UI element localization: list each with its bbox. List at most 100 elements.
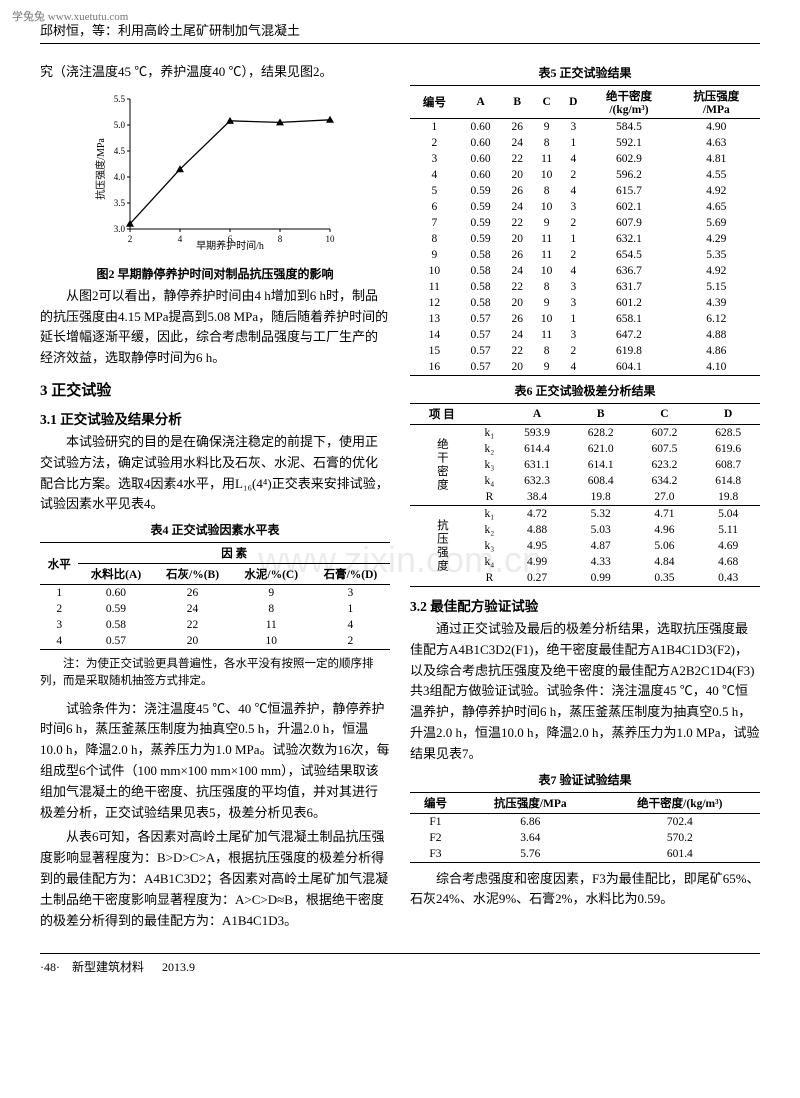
t6-cell: k₄: [474, 554, 506, 570]
t5-cell: 1: [561, 311, 585, 327]
t4-cell: 10: [232, 633, 311, 650]
t4-cell: 3: [40, 617, 78, 633]
t5-cell: 10: [410, 263, 459, 279]
t6-cell: k₁: [474, 506, 506, 523]
watermark-topleft: 学兔兔 www.xuetutu.com: [12, 8, 128, 24]
t6-cell: 0.99: [569, 570, 633, 587]
t6-cell: 4.87: [569, 538, 633, 554]
t6-cell: 4.84: [633, 554, 697, 570]
t5-cell: 0.58: [459, 247, 503, 263]
t5-col: B: [503, 86, 532, 119]
t5-cell: 0.57: [459, 343, 503, 359]
t5-cell: 2: [561, 343, 585, 359]
t4-cell: 2: [40, 601, 78, 617]
t5-cell: 4: [561, 359, 585, 376]
t5-cell: 6.12: [673, 311, 760, 327]
t5-cell: 3: [561, 327, 585, 343]
t5-cell: 4.29: [673, 231, 760, 247]
table-4-note: 注：为使正交试验更具普遍性，各水平没有按照一定的顺序排列，而是采取随机抽签方式排…: [40, 656, 390, 691]
t5-cell: 13: [410, 311, 459, 327]
t5-cell: 4: [561, 263, 585, 279]
t6-cell: 608.7: [696, 457, 760, 473]
table-5: 编号ABCD绝干密度/(kg/m³)抗压强度/MPa 10.602693584.…: [410, 85, 760, 376]
t5-cell: 601.2: [585, 295, 672, 311]
t5-cell: 0.59: [459, 215, 503, 231]
t5-cell: 2: [410, 135, 459, 151]
t6-cell: 5.32: [569, 506, 633, 523]
t4-cell: 2: [311, 633, 390, 650]
t5-cell: 1: [410, 119, 459, 136]
t5-cell: 4.92: [673, 263, 760, 279]
t6-cell: 621.0: [569, 441, 633, 457]
t5-cell: 2: [561, 215, 585, 231]
para-3-2-b: 综合考虑强度和密度因素，F3为最佳配比，即尾矿65%、石灰24%、水泥9%、石膏…: [410, 869, 760, 911]
t6-cell: 4.71: [633, 506, 697, 523]
t4-col: 水泥/%(C): [232, 564, 311, 585]
t5-cell: 592.1: [585, 135, 672, 151]
t5-cell: 15: [410, 343, 459, 359]
t6-cell: 19.8: [696, 489, 760, 506]
t6-cell: 5.04: [696, 506, 760, 523]
para-3-1-b: 试验条件为：浇注温度45 ℃、40 ℃恒温养护，静停养护时间6 h，蒸压釜蒸压制…: [40, 699, 390, 824]
t6-col: C: [633, 404, 697, 425]
svg-text:抗压强度/MPa: 抗压强度/MPa: [94, 137, 107, 199]
figure-2-chart: 3.03.54.04.55.05.5 246810 抗压强度/MPa 早期养护时…: [85, 89, 345, 259]
t6-cell: 631.1: [505, 457, 569, 473]
t5-cell: 8: [532, 135, 561, 151]
t6-cell: k₂: [474, 441, 506, 457]
t7-col: 抗压强度/MPa: [461, 792, 600, 813]
section-3-title: 3 正交试验: [40, 379, 390, 400]
table-6: 项 目ABCD 绝干密度k₁593.9628.2607.2628.5k₂614.…: [410, 403, 760, 587]
t4-col: 石膏/%(D): [311, 564, 390, 585]
t6-cell: 593.9: [505, 425, 569, 442]
t5-cell: 20: [503, 295, 532, 311]
t5-cell: 604.1: [585, 359, 672, 376]
t6-col: A: [505, 404, 569, 425]
section-3-1-title: 3.1 正交试验及结果分析: [40, 408, 390, 428]
t5-cell: 4.65: [673, 199, 760, 215]
t5-cell: 2: [561, 247, 585, 263]
running-head: 邱树恒，等：利用高岭土尾矿研制加气混凝土: [40, 20, 760, 44]
t6-col: 项 目: [410, 404, 474, 425]
t4-cell: 0.59: [78, 601, 153, 617]
t4-cell: 26: [153, 585, 231, 602]
t4-cell: 0.57: [78, 633, 153, 650]
t5-cell: 14: [410, 327, 459, 343]
t5-cell: 0.59: [459, 183, 503, 199]
svg-text:2: 2: [128, 234, 133, 244]
t6-cell: 614.1: [569, 457, 633, 473]
t5-cell: 0.59: [459, 199, 503, 215]
t6-cell: R: [474, 570, 506, 587]
t5-col: D: [561, 86, 585, 119]
t5-cell: 3: [410, 151, 459, 167]
t5-cell: 20: [503, 231, 532, 247]
t6-cell: 5.03: [569, 522, 633, 538]
t5-cell: 4: [410, 167, 459, 183]
t5-cell: 0.58: [459, 263, 503, 279]
t5-cell: 619.8: [585, 343, 672, 359]
t6-cell: 27.0: [633, 489, 697, 506]
t5-cell: 11: [410, 279, 459, 295]
t5-col: 绝干密度/(kg/m³): [585, 86, 672, 119]
t6-cell: 634.2: [633, 473, 697, 489]
t5-cell: 631.7: [585, 279, 672, 295]
t6-cell: 4.72: [505, 506, 569, 523]
t5-cell: 9: [532, 295, 561, 311]
t6-cell: 4.33: [569, 554, 633, 570]
t4-col: 水料比(A): [78, 564, 153, 585]
right-column: 表5 正交试验结果 编号ABCD绝干密度/(kg/m³)抗压强度/MPa 10.…: [410, 58, 760, 935]
t5-cell: 596.2: [585, 167, 672, 183]
t5-cell: 602.9: [585, 151, 672, 167]
t5-cell: 11: [532, 327, 561, 343]
t5-cell: 11: [532, 247, 561, 263]
t5-cell: 0.58: [459, 295, 503, 311]
t5-cell: 24: [503, 135, 532, 151]
t5-col: A: [459, 86, 503, 119]
t6-cell: k₃: [474, 457, 506, 473]
t5-cell: 26: [503, 247, 532, 263]
t7-cell: F2: [410, 830, 461, 846]
t6-cell: 632.3: [505, 473, 569, 489]
t7-col: 编号: [410, 792, 461, 813]
t5-cell: 0.60: [459, 135, 503, 151]
t4-head-level: 水平: [40, 543, 78, 585]
